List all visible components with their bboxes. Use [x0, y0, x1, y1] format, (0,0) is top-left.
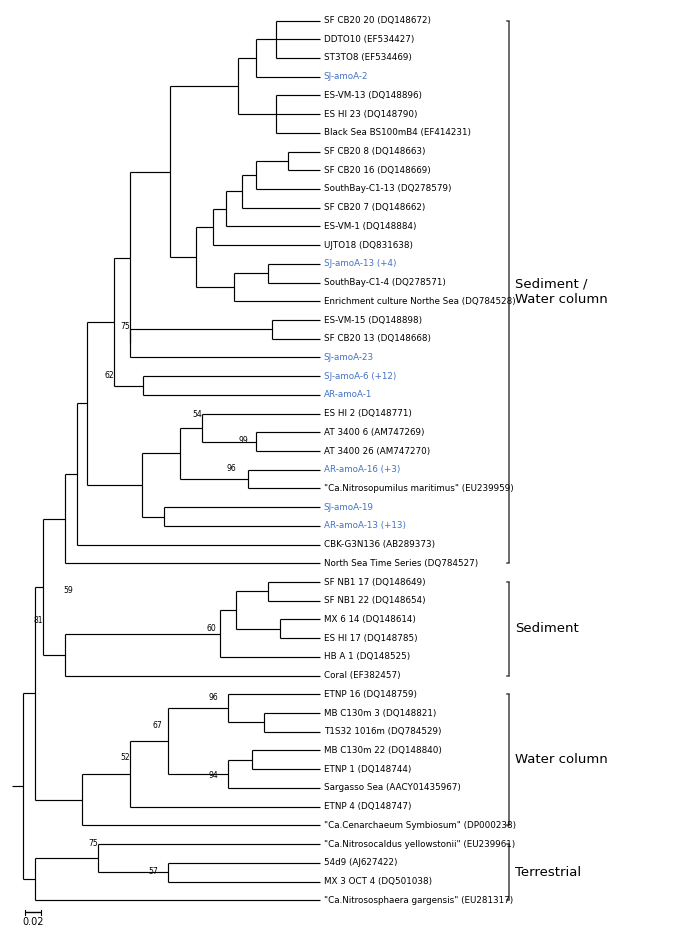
Text: 96: 96	[209, 692, 218, 702]
Text: AT 3400 6 (AM747269): AT 3400 6 (AM747269)	[324, 428, 424, 437]
Text: ES HI 17 (DQ148785): ES HI 17 (DQ148785)	[324, 634, 417, 643]
Text: ES-VM-13 (DQ148896): ES-VM-13 (DQ148896)	[324, 91, 422, 100]
Text: UJTO18 (DQ831638): UJTO18 (DQ831638)	[324, 240, 412, 250]
Text: SF CB20 8 (DQ148663): SF CB20 8 (DQ148663)	[324, 147, 425, 156]
Text: Sargasso Sea (AACY01435967): Sargasso Sea (AACY01435967)	[324, 784, 460, 792]
Text: 57: 57	[148, 867, 158, 876]
Text: SF CB20 13 (DQ148668): SF CB20 13 (DQ148668)	[324, 335, 431, 343]
Text: SJ-amoA-13 (+4): SJ-amoA-13 (+4)	[324, 259, 396, 268]
Text: 54d9 (AJ627422): 54d9 (AJ627422)	[324, 858, 397, 868]
Text: DDTO10 (EF534427): DDTO10 (EF534427)	[324, 34, 414, 44]
Text: Coral (EF382457): Coral (EF382457)	[324, 671, 400, 680]
Text: SF CB20 7 (DQ148662): SF CB20 7 (DQ148662)	[324, 203, 425, 212]
Text: ES-VM-15 (DQ148898): ES-VM-15 (DQ148898)	[324, 316, 422, 324]
Text: 60: 60	[206, 624, 216, 633]
Text: ETNP 1 (DQ148744): ETNP 1 (DQ148744)	[324, 764, 411, 774]
Text: Sediment: Sediment	[515, 623, 579, 636]
Text: MX 6 14 (DQ148614): MX 6 14 (DQ148614)	[324, 615, 416, 624]
Text: ES HI 2 (DQ148771): ES HI 2 (DQ148771)	[324, 409, 412, 418]
Text: ETNP 4 (DQ148747): ETNP 4 (DQ148747)	[324, 802, 411, 811]
Text: 99: 99	[238, 436, 248, 445]
Text: AR-amoA-1: AR-amoA-1	[324, 391, 372, 400]
Text: Enrichment culture Northe Sea (DQ784528): Enrichment culture Northe Sea (DQ784528)	[324, 296, 515, 306]
Text: ES-VM-1 (DQ148884): ES-VM-1 (DQ148884)	[324, 222, 416, 231]
Text: CBK-G3N136 (AB289373): CBK-G3N136 (AB289373)	[324, 541, 435, 549]
Text: "Ca.Nitrosopumilus maritimus" (EU239959): "Ca.Nitrosopumilus maritimus" (EU239959)	[324, 484, 513, 493]
Text: 52: 52	[121, 753, 130, 761]
Text: SouthBay-C1-13 (DQ278579): SouthBay-C1-13 (DQ278579)	[324, 185, 451, 194]
Text: AT 3400 26 (AM747270): AT 3400 26 (AM747270)	[324, 446, 430, 456]
Text: "Ca.Nitrososphaera gargensis" (EU281317): "Ca.Nitrososphaera gargensis" (EU281317)	[324, 896, 513, 905]
Text: Sediment /
Water column: Sediment / Water column	[515, 278, 608, 306]
Text: 59: 59	[64, 586, 74, 596]
Text: AR-amoA-13 (+13): AR-amoA-13 (+13)	[324, 521, 406, 530]
Text: SF NB1 17 (DQ148649): SF NB1 17 (DQ148649)	[324, 578, 425, 586]
Text: ETNP 16 (DQ148759): ETNP 16 (DQ148759)	[324, 690, 416, 699]
Text: MB C130m 22 (DQ148840): MB C130m 22 (DQ148840)	[324, 746, 441, 755]
Text: Water column: Water column	[515, 753, 608, 766]
Text: "Ca.Cenarchaeum Symbiosum" (DP000238): "Ca.Cenarchaeum Symbiosum" (DP000238)	[324, 821, 516, 829]
Text: 54: 54	[192, 410, 202, 419]
Text: 62: 62	[104, 371, 114, 380]
Text: SF NB1 22 (DQ148654): SF NB1 22 (DQ148654)	[324, 596, 425, 605]
Text: Black Sea BS100mB4 (EF414231): Black Sea BS100mB4 (EF414231)	[324, 129, 471, 137]
Text: 96: 96	[226, 464, 236, 473]
Text: 94: 94	[209, 772, 218, 780]
Text: T1S32 1016m (DQ784529): T1S32 1016m (DQ784529)	[324, 727, 441, 736]
Text: MX 3 OCT 4 (DQ501038): MX 3 OCT 4 (DQ501038)	[324, 877, 432, 886]
Text: 81: 81	[33, 616, 43, 625]
Text: Terrestrial: Terrestrial	[515, 866, 581, 879]
Text: SJ-amoA-19: SJ-amoA-19	[324, 502, 374, 512]
Text: ES HI 23 (DQ148790): ES HI 23 (DQ148790)	[324, 110, 417, 118]
Text: SJ-amoA-23: SJ-amoA-23	[324, 353, 374, 362]
Text: SF CB20 16 (DQ148669): SF CB20 16 (DQ148669)	[324, 166, 431, 175]
Text: 0.02: 0.02	[22, 916, 44, 926]
Text: SF CB20 20 (DQ148672): SF CB20 20 (DQ148672)	[324, 16, 431, 25]
Text: 75: 75	[88, 839, 97, 848]
Text: 67: 67	[152, 720, 162, 730]
Text: North Sea Time Series (DQ784527): North Sea Time Series (DQ784527)	[324, 559, 478, 568]
Text: HB A 1 (DQ148525): HB A 1 (DQ148525)	[324, 652, 410, 662]
Text: SouthBay-C1-4 (DQ278571): SouthBay-C1-4 (DQ278571)	[324, 278, 445, 287]
Text: MB C130m 3 (DQ148821): MB C130m 3 (DQ148821)	[324, 708, 436, 718]
Text: ST3TO8 (EF534469): ST3TO8 (EF534469)	[324, 53, 412, 62]
Text: "Ca.Nitrosocaldus yellowstonii" (EU239961): "Ca.Nitrosocaldus yellowstonii" (EU23996…	[324, 840, 515, 848]
Text: SJ-amoA-6 (+12): SJ-amoA-6 (+12)	[324, 372, 396, 380]
Text: 75: 75	[120, 322, 130, 331]
Text: SJ-amoA-2: SJ-amoA-2	[324, 72, 368, 81]
Text: AR-amoA-16 (+3): AR-amoA-16 (+3)	[324, 465, 400, 474]
